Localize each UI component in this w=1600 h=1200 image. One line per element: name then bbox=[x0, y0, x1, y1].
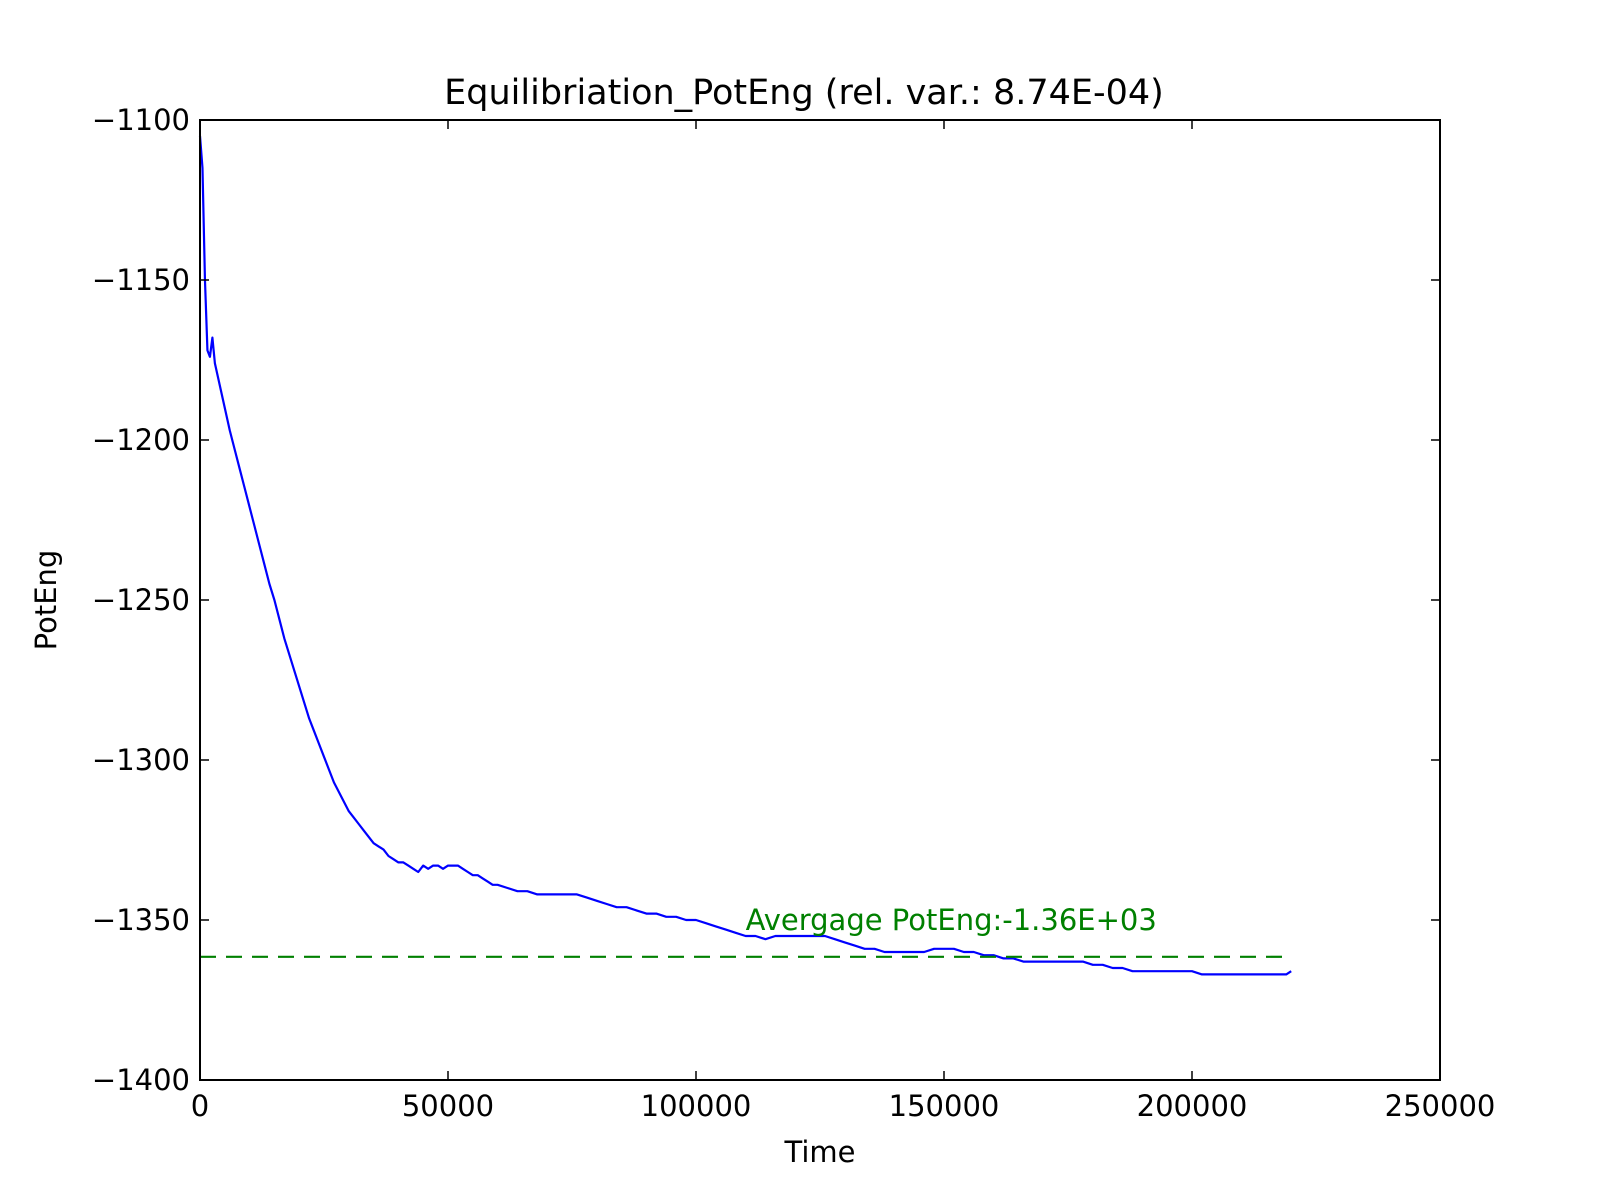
series-layer bbox=[198, 135, 1292, 976]
y-axis-label: PotEng bbox=[29, 550, 63, 651]
x-axis-label: Time bbox=[784, 1135, 856, 1169]
x-tick-label: 0 bbox=[191, 1089, 209, 1123]
annotation-layer: Avergage PotEng:-1.36E+03 bbox=[746, 903, 1157, 937]
y-tick-label: −1150 bbox=[92, 263, 190, 297]
y-tick-label: −1300 bbox=[92, 743, 190, 777]
x-tick-label: 100000 bbox=[641, 1089, 752, 1123]
x-axis-ticks: 0 50000 100000 150000 200000 250000 bbox=[191, 120, 1496, 1123]
x-tick-label: 250000 bbox=[1385, 1089, 1496, 1123]
annotation-1: Avergage PotEng:-1.36E+03 bbox=[746, 903, 1157, 937]
x-tick-label: 50000 bbox=[402, 1089, 494, 1123]
y-axis-ticks: −1400 −1350 −1300 −1250 −1200 −1150 −1100 bbox=[92, 103, 1440, 1097]
x-tick-label: 200000 bbox=[1137, 1089, 1248, 1123]
chart-title: Equilibriation_PotEng (rel. var.: 8.74E-… bbox=[444, 73, 1164, 113]
y-tick-label: −1400 bbox=[92, 1063, 190, 1097]
x-tick-label: 150000 bbox=[889, 1089, 1000, 1123]
y-tick-label: −1350 bbox=[92, 903, 190, 937]
y-tick-label: −1100 bbox=[92, 103, 190, 137]
series-line-1 bbox=[198, 135, 1292, 976]
y-tick-label: −1250 bbox=[92, 583, 190, 617]
y-tick-label: −1200 bbox=[92, 423, 190, 457]
